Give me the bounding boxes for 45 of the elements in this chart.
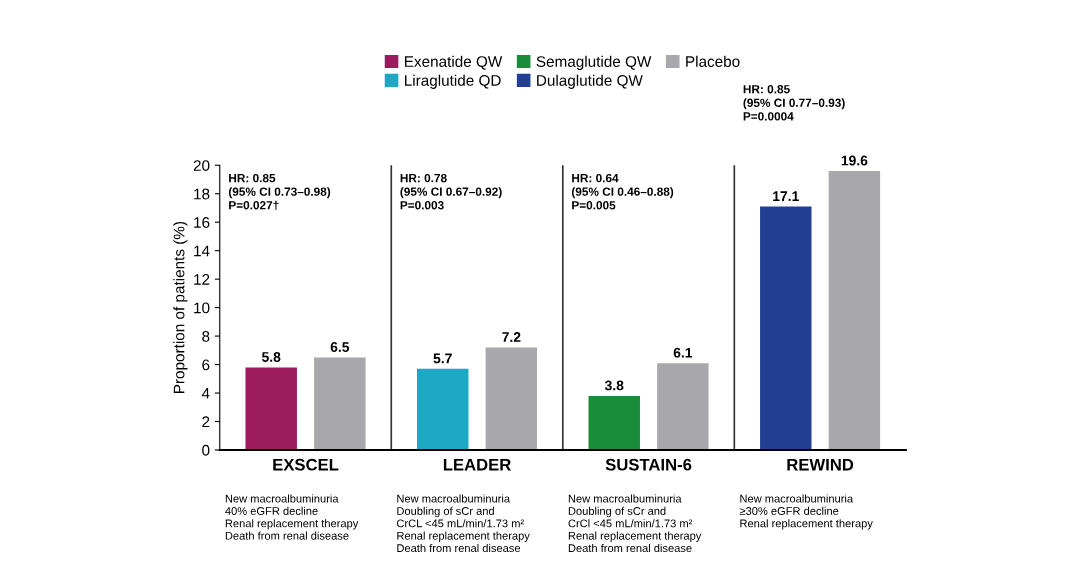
bar: [245, 367, 297, 450]
y-tick-label: 12: [194, 274, 210, 285]
y-tick-label: 16: [194, 217, 210, 228]
text: HR: 0.85 (95% CI 0.77–0.93) P=0.0004: [743, 85, 845, 121]
text: New macroalbuminuria Doubling of sCr and CrCL <45 mL/min/1.73 m² Renal replacement therapy Death from renal disease: [396, 494, 530, 553]
legend-label: Liraglutide QD: [405, 74, 501, 89]
y-tick-label: 20: [193, 160, 210, 171]
y-tick-label: 18: [194, 188, 210, 200]
data-label: 5.7: [433, 353, 452, 364]
text: New macroalbuminuria Doubling of sCr and CrCl <45 mL/min/1.73 m² Renal replacement therapy Death from renal disease: [568, 494, 702, 553]
text: New macroalbuminuria ≥30% eGFR decline Renal replacement therapy: [739, 494, 873, 530]
y-tick-label: 6: [202, 359, 210, 371]
data-label: 3.8: [604, 380, 624, 391]
bar: [828, 170, 881, 450]
annotation: HR: 0.78 (95% CI 0.67–0.92) P=0.003: [400, 173, 502, 210]
y-tick-label: 10: [194, 302, 210, 314]
y-tick-label: 0: [202, 444, 210, 456]
legend-label: Exenatide QW: [405, 55, 503, 70]
legend-label: Semaglutide QW: [536, 55, 652, 70]
y-tick-label: 2: [202, 416, 210, 428]
data-label: 5.8: [261, 352, 281, 362]
annotation: HR: 0.64 (95% CI 0.46–0.88) P=0.005: [571, 173, 674, 210]
x-tick-label: SUSTAIN-6: [605, 458, 692, 471]
y-tick-label: 8: [202, 330, 210, 342]
bar: [314, 357, 366, 450]
y-tick-label: 4: [201, 388, 210, 399]
text: New macroalbuminuria 40% eGFR decline Renal replacement therapy Death from renal disease: [225, 494, 359, 540]
bar: [417, 368, 469, 450]
legend-label: Placebo: [686, 55, 740, 67]
x-tick-label: LEADER: [443, 458, 511, 471]
bar: [657, 363, 709, 450]
legend-label: Dulaglutide QW: [537, 74, 643, 89]
bar: [485, 347, 538, 450]
y-tick-label: 14: [194, 245, 210, 257]
y-axis-title: Proportion of patients (%): [173, 221, 188, 393]
x-tick-label: EXSCEL: [273, 458, 339, 471]
bar: [588, 395, 640, 450]
data-label: 19.6: [841, 155, 868, 166]
data-label: 6.1: [673, 347, 693, 358]
bar: [760, 206, 812, 450]
data-label: 6.5: [330, 342, 350, 352]
x-tick-label: REWIND: [787, 458, 854, 471]
annotation: HR: 0.85 (95% CI 0.73–0.98) P=0.027†: [228, 173, 331, 211]
data-label: 17.1: [773, 191, 799, 201]
data-label: 7.2: [502, 332, 521, 342]
